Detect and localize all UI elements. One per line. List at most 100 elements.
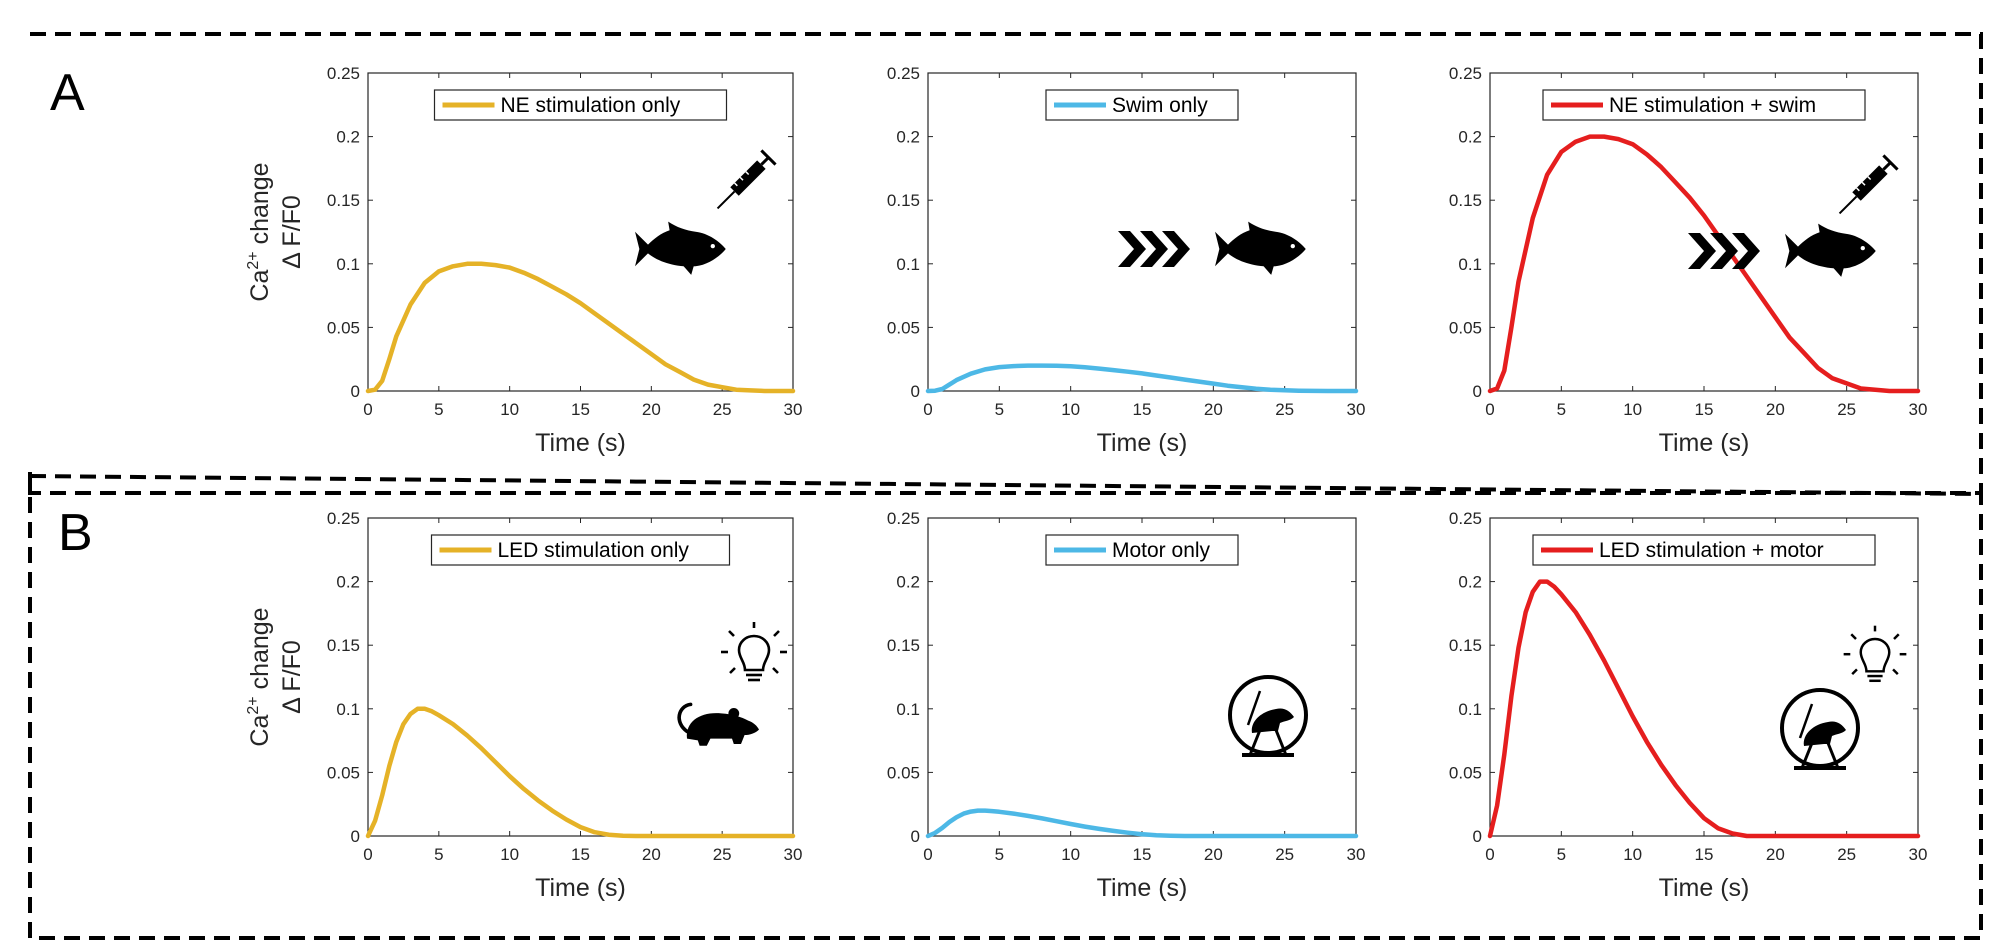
ylabel-b-change: change (246, 607, 274, 696)
y-tick-label: 0.15 (1449, 636, 1482, 655)
y-tick-label: 0.15 (887, 636, 920, 655)
x-tick-label: 25 (1275, 400, 1294, 419)
x-tick-label: 20 (1204, 400, 1223, 419)
panel-b-frame (28, 472, 1983, 940)
y-tick-label: 0.05 (327, 763, 360, 782)
y-tick-label: 0.1 (896, 255, 920, 274)
x-tick-label: 20 (1766, 400, 1785, 419)
axes-box (367, 72, 794, 392)
x-tick-label: 30 (784, 845, 803, 864)
x-tick-label: 0 (1485, 400, 1494, 419)
hamster-wheel-icon (1228, 675, 1308, 757)
x-axis-label: Time (s) (1659, 874, 1750, 902)
y-tick-label: 0.2 (336, 573, 360, 592)
y-tick-label: 0.25 (887, 64, 920, 83)
ylabel-b: Ca2+ change Δ F/F0 (245, 607, 306, 746)
y-tick-label: 0 (351, 382, 360, 401)
subplot-6: 0 5 10 15 20 25 30 0 0.05 0.1 0.15 0.2 0.25 Time (s) L… (1449, 509, 1928, 902)
x-tick-label: 15 (1133, 400, 1152, 419)
y-tick-label: 0.25 (1449, 64, 1482, 83)
subplot-2: 0 5 10 15 20 25 30 0 0.05 0.1 0.15 0.2 0.25 Time (s) S… (887, 64, 1366, 457)
ylabel-a-line2: Δ F/F0 (278, 195, 306, 269)
axes-box (1489, 517, 1919, 837)
x-axis-label: Time (s) (535, 874, 626, 902)
subplot-4: 0 5 10 15 20 25 30 0 0.05 0.1 0.15 0.2 0.25 Time (s) L… (327, 509, 803, 902)
subplot-1: 0 5 10 15 20 25 30 0 0.05 0.1 0.15 0.2 0.25 Time (s) N… (327, 64, 803, 457)
legend-label: NE stimulation + swim (1609, 94, 1816, 117)
syringe-icon (1838, 154, 1899, 215)
x-tick-label: 30 (1347, 400, 1366, 419)
x-tick-label: 0 (923, 400, 932, 419)
y-tick-label: 0.25 (327, 509, 360, 528)
mouse-icon (677, 702, 759, 746)
x-tick-label: 10 (1061, 400, 1080, 419)
y-tick-label: 0.05 (887, 318, 920, 337)
x-tick-label: 15 (1133, 845, 1152, 864)
y-tick-label: 0.25 (887, 509, 920, 528)
x-tick-label: 25 (1837, 845, 1856, 864)
x-tick-label: 30 (1347, 845, 1366, 864)
y-tick-label: 0 (1473, 827, 1482, 846)
series-line (1487, 134, 1921, 394)
y-tick-label: 0.25 (1449, 509, 1482, 528)
y-tick-label: 0.2 (1458, 573, 1482, 592)
y-tick-label: 0.1 (1458, 255, 1482, 274)
x-tick-label: 5 (1557, 845, 1566, 864)
x-tick-label: 20 (1766, 845, 1785, 864)
x-axis-label: Time (s) (1097, 429, 1188, 457)
chevrons-icon (1688, 233, 1760, 269)
x-axis-label: Time (s) (1097, 874, 1188, 902)
x-tick-label: 5 (434, 400, 443, 419)
x-tick-label: 0 (923, 845, 932, 864)
fish-icon (635, 221, 726, 275)
series-line (365, 706, 796, 839)
svg-text:Ca2+ change: Ca2+ change (245, 607, 274, 746)
series-line (1487, 579, 1921, 839)
y-tick-label: 0.2 (1458, 128, 1482, 147)
ylabel-a: Ca2+ change Δ F/F0 (245, 162, 306, 301)
x-tick-label: 10 (1623, 845, 1642, 864)
panel-letter-a: A (50, 64, 85, 122)
y-tick-label: 0 (911, 382, 920, 401)
series-line (925, 363, 1359, 394)
y-tick-label: 0.1 (1458, 700, 1482, 719)
x-tick-label: 0 (363, 400, 372, 419)
x-tick-label: 25 (1837, 400, 1856, 419)
y-tick-label: 0 (1473, 382, 1482, 401)
fish-icon (1215, 221, 1306, 275)
y-tick-label: 0.2 (896, 573, 920, 592)
ylabel-a-ca: Ca (246, 270, 274, 302)
ylabel-a-sup: 2+ (245, 251, 262, 269)
y-tick-label: 0 (911, 827, 920, 846)
lightbulb-icon (721, 622, 787, 682)
y-tick-label: 0.05 (327, 318, 360, 337)
y-tick-label: 0.15 (1449, 191, 1482, 210)
axes-box (1489, 72, 1919, 392)
x-axis-label: Time (s) (1659, 429, 1750, 457)
subplot-3: 0 5 10 15 20 25 30 0 0.05 0.1 0.15 0.2 0.25 Time (s) N… (1449, 64, 1928, 457)
x-tick-label: 15 (571, 400, 590, 419)
y-tick-label: 0.15 (327, 191, 360, 210)
x-tick-label: 10 (500, 845, 519, 864)
hamster-wheel-icon (1780, 688, 1860, 770)
y-tick-label: 0.05 (1449, 318, 1482, 337)
legend-label: Motor only (1112, 539, 1211, 562)
panel-letter-b: B (58, 504, 93, 562)
x-tick-label: 10 (500, 400, 519, 419)
y-tick-label: 0.15 (327, 636, 360, 655)
x-tick-label: 30 (784, 400, 803, 419)
x-tick-label: 30 (1909, 845, 1928, 864)
ylabel-b-sup: 2+ (245, 696, 262, 714)
y-tick-label: 0.05 (1449, 763, 1482, 782)
syringe-icon (716, 149, 777, 210)
x-tick-label: 15 (571, 845, 590, 864)
x-tick-label: 15 (1695, 400, 1714, 419)
x-tick-label: 30 (1909, 400, 1928, 419)
x-tick-label: 5 (995, 400, 1004, 419)
x-tick-label: 0 (363, 845, 372, 864)
chevrons-icon (1118, 231, 1190, 267)
legend-label: NE stimulation only (501, 94, 681, 117)
x-tick-label: 20 (642, 400, 661, 419)
fish-icon (1785, 223, 1876, 277)
